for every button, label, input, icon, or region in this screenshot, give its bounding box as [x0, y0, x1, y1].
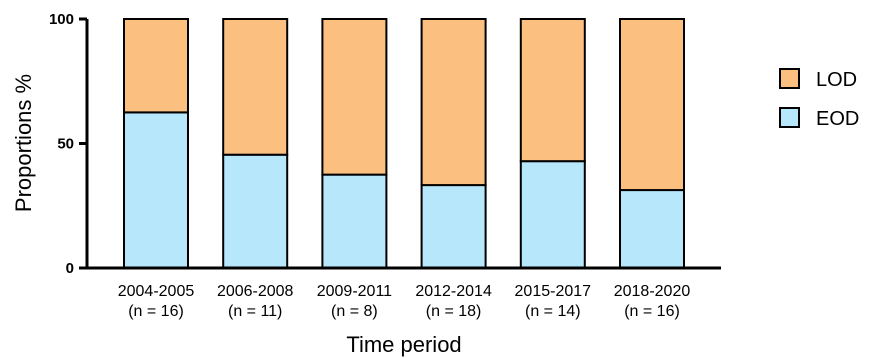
bar-eod-2009-2011 [321, 173, 388, 269]
x-tick-sublabel: (n = 11) [228, 303, 282, 320]
legend-swatch-eod [779, 107, 800, 128]
x-tick-sublabel: (n = 16) [624, 303, 680, 320]
bar-eod-2004-2005 [123, 111, 189, 269]
legend: LOD EOD [779, 68, 859, 130]
bar-eod-2018-2020 [619, 189, 685, 269]
x-axis-title: Time period [346, 332, 461, 357]
y-ticks-group: 0 50 100 [49, 11, 87, 277]
bars-group [123, 18, 685, 269]
bar-lod-2006-2008 [222, 18, 289, 156]
bar-eod-2012-2014 [420, 184, 487, 269]
y-tick-label: 100 [49, 11, 74, 28]
x-tick-sublabel: (n = 16) [128, 303, 184, 320]
x-tick-sublabel: (n = 8) [331, 303, 378, 320]
x-tick-label: 2015-2017 [515, 283, 592, 300]
x-tick-sublabel: (n = 14) [525, 303, 581, 320]
x-tick-label: 2018-2020 [614, 283, 691, 300]
x-tick-label: 2009-2011 [317, 283, 392, 300]
bar-eod-2015-2017 [519, 160, 586, 269]
y-tick-label: 0 [66, 260, 74, 277]
x-tick-label: 2012-2014 [415, 283, 492, 300]
x-tick-label: 2004-2005 [118, 283, 195, 300]
legend-swatch-lod [779, 68, 800, 89]
bar-lod-2018-2020 [619, 18, 685, 192]
legend-label-lod: LOD [816, 69, 857, 91]
bar-eod-2006-2008 [222, 153, 289, 269]
x-tick-label: 2006-2008 [217, 283, 294, 300]
legend-label-eod: EOD [816, 108, 859, 130]
y-tick-label: 50 [57, 136, 74, 153]
bar-lod-2015-2017 [519, 18, 586, 163]
y-axis-title: Proportions % [11, 74, 36, 212]
bar-lod-2012-2014 [420, 18, 487, 187]
bar-lod-2004-2005 [123, 18, 189, 114]
bar-lod-2009-2011 [321, 18, 388, 176]
x-tick-sublabel: (n = 18) [426, 303, 482, 320]
x-labels-group: 2004-2005 (n = 16) 2006-2008 (n = 11) 2009-2… [118, 283, 691, 320]
